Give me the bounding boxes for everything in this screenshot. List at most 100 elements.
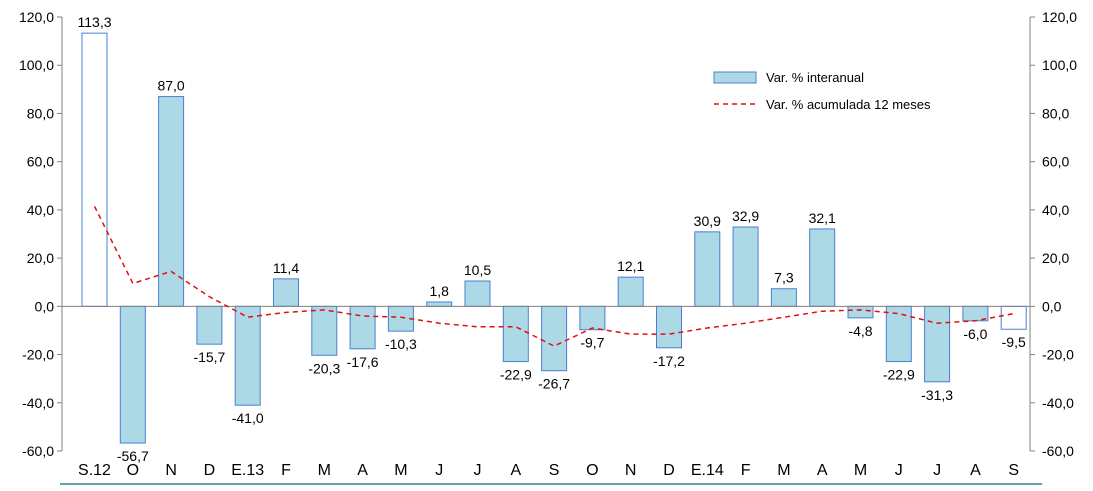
x-tick-label-13: O <box>586 462 598 479</box>
bar-4 <box>234 305 261 406</box>
legend: Var. % interanual Var. % acumulada 12 me… <box>713 70 931 112</box>
y-right-tick-label: -60,0 <box>1042 443 1074 459</box>
bar-9 <box>426 301 453 307</box>
bar-7 <box>349 305 376 350</box>
bar-11 <box>502 305 529 363</box>
bar-17 <box>732 226 759 307</box>
y-right-tick-label: 20,0 <box>1042 250 1069 266</box>
data-label-3: -15,7 <box>193 349 225 365</box>
bar-12 <box>541 305 568 372</box>
y-right-tick-label: 80,0 <box>1042 105 1069 121</box>
accumulated-line <box>93 205 1014 347</box>
y-right-tick-label: -40,0 <box>1042 395 1074 411</box>
data-label-5: 11,4 <box>273 260 299 276</box>
data-labels: 113,3 -56,7 87,0 -15,7 -41,0 11,4 -20,3 -17,6 -1… <box>78 14 1026 464</box>
data-label-11: -22,9 <box>500 367 532 383</box>
bar-20 <box>847 305 874 319</box>
y-right-tick-label: -20,0 <box>1042 347 1074 363</box>
data-label-17: 32,9 <box>732 208 759 224</box>
x-tick-label-15: D <box>663 462 675 479</box>
x-tick-label-21: J <box>895 462 903 479</box>
y-right-tick-label: 60,0 <box>1042 154 1069 170</box>
y-right-tick-label: 120,0 <box>1042 9 1077 25</box>
bar-24 <box>1000 305 1027 330</box>
y-left-tick-label: 0,0 <box>35 298 55 314</box>
data-label-24: -9,5 <box>1002 334 1026 350</box>
bar-15 <box>656 305 682 349</box>
legend-label-line: Var. % acumulada 12 meses <box>766 97 931 112</box>
x-tick-label-20: M <box>854 462 867 479</box>
data-label-7: -17,6 <box>347 354 379 370</box>
data-label-16: 30,9 <box>694 213 721 229</box>
data-label-4: -41,0 <box>232 410 264 426</box>
x-tick-label-22: J <box>933 462 941 479</box>
x-tick-label-16: E.14 <box>691 462 724 479</box>
data-label-10: 10,5 <box>464 262 491 278</box>
y-right-tick-label: 100,0 <box>1042 57 1077 73</box>
data-label-12: -26,7 <box>538 376 570 392</box>
x-tick-label-18: M <box>777 462 790 479</box>
x-tick-label-14: N <box>625 462 637 479</box>
x-tick-label-19: A <box>817 462 828 479</box>
data-label-1: -56,7 <box>117 448 149 464</box>
x-tick-label-12: S <box>549 462 560 479</box>
y-left-tick-label: 20,0 <box>27 250 54 266</box>
data-label-0: 113,3 <box>78 14 112 30</box>
x-tick-label-11: A <box>510 462 521 479</box>
y-left-tick-label: 80,0 <box>27 105 54 121</box>
x-tick-label-6: M <box>318 462 331 479</box>
x-tick-label-10: J <box>474 462 482 479</box>
bar-13 <box>579 305 606 331</box>
bar-14 <box>617 276 644 307</box>
data-label-21: -22,9 <box>883 367 915 383</box>
x-tick-label-3: D <box>204 462 216 479</box>
bar-21 <box>885 305 912 363</box>
bar-19 <box>809 228 836 307</box>
y-left-tick-label: 40,0 <box>27 202 54 218</box>
bar-5 <box>273 278 299 307</box>
bar-22 <box>924 305 951 383</box>
y-right-tick-label: 0,0 <box>1042 298 1062 314</box>
data-label-13: -9,7 <box>580 335 604 351</box>
x-tick-label-9: J <box>435 462 443 479</box>
data-label-6: -20,3 <box>308 360 340 376</box>
data-label-8: -10,3 <box>385 336 417 352</box>
y-left-tick-label: 120,0 <box>19 9 54 25</box>
legend-label-bar: Var. % interanual <box>766 70 864 85</box>
data-label-9: 1,8 <box>429 283 449 299</box>
y-left-tick-label: 100,0 <box>19 57 54 73</box>
data-label-20: -4,8 <box>848 323 872 339</box>
data-label-2: 87,0 <box>157 78 184 94</box>
bar-18 <box>770 288 797 307</box>
x-tick-label-17: F <box>741 462 751 479</box>
x-tick-label-2: N <box>165 462 177 479</box>
data-label-15: -17,2 <box>653 353 685 369</box>
x-tick-label-7: A <box>357 462 368 479</box>
data-label-23: -6,0 <box>963 326 987 342</box>
bar-3 <box>196 305 223 345</box>
y-axis-left: -60,0 -40,0 -20,0 0,0 20,0 40,0 60,0 80,0 100,0 1… <box>19 9 63 459</box>
y-left-tick-label: -20,0 <box>22 347 54 363</box>
y-axis-right: -60,0 -40,0 -20,0 0,0 20,0 40,0 60,0 80,0 100,0 1… <box>1029 9 1077 459</box>
x-axis: S.12 O N D E.13 F M A M J J A S O N D E.14 F M A M J J A S <box>60 462 1042 485</box>
bar-6 <box>311 305 338 356</box>
y-left-tick-label: -60,0 <box>22 443 54 459</box>
x-tick-label-1: O <box>127 462 139 479</box>
bar-2 <box>158 96 185 307</box>
data-label-14: 12,1 <box>617 258 644 274</box>
bar-10 <box>464 280 491 307</box>
x-tick-label-23: A <box>970 462 981 479</box>
x-tick-label-4: E.13 <box>231 462 264 479</box>
bar-16 <box>694 231 721 307</box>
legend-swatch-bar <box>713 71 757 84</box>
y-right-tick-label: 40,0 <box>1042 202 1069 218</box>
line-series <box>93 205 1014 347</box>
bar-0 <box>81 32 108 307</box>
y-left-tick-label: 60,0 <box>27 154 54 170</box>
y-left-tick-label: -40,0 <box>22 395 54 411</box>
x-tick-label-8: M <box>394 462 407 479</box>
data-label-22: -31,3 <box>921 387 953 403</box>
x-tick-label-24: S <box>1008 462 1019 479</box>
